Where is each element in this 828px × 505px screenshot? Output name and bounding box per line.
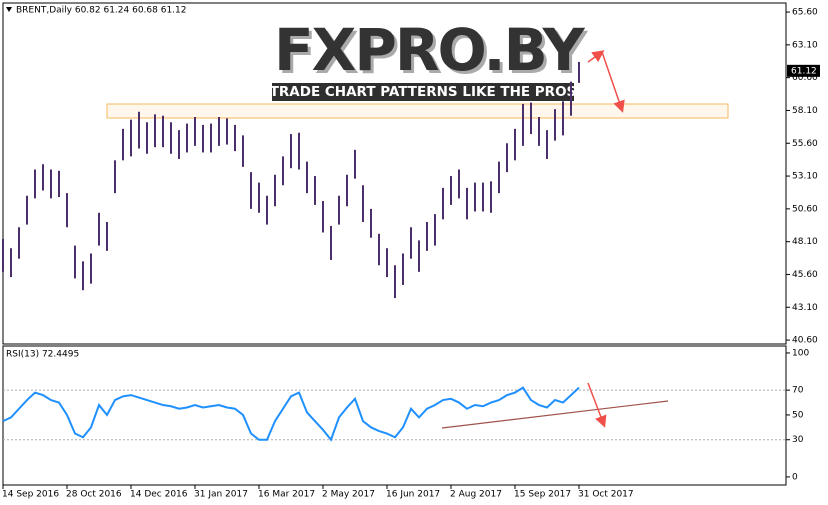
y-tick-label: 70 xyxy=(792,386,804,396)
y-tick-label: 45.60 xyxy=(792,270,818,280)
rsi-line xyxy=(2,386,580,442)
watermark: FXPRO.BY FXPRO.BY TRADE CHART PATTERNS L… xyxy=(270,16,591,101)
y-tick-label: 50.60 xyxy=(792,204,818,214)
menu-icon xyxy=(6,7,12,12)
last-price-box xyxy=(787,64,820,77)
x-tick-label: 16 Jun 2017 xyxy=(386,490,440,500)
x-tick-label: 2 May 2017 xyxy=(322,490,375,500)
y-tick-label: 65.60 xyxy=(792,8,818,18)
x-tick-label: 14 Dec 2016 xyxy=(130,490,188,500)
y-tick-label: 30 xyxy=(792,435,804,445)
resistance-zone xyxy=(106,103,729,119)
logo: FXPRO.BY xyxy=(274,16,586,84)
y-tick-label: 58.10 xyxy=(792,106,818,116)
y-tick-label: 48.10 xyxy=(792,237,818,247)
forecast-arrow xyxy=(601,51,625,113)
y-tick-label: 53.10 xyxy=(792,172,818,182)
x-tick-label: 16 Mar 2017 xyxy=(258,490,315,500)
y-tick-label: 55.60 xyxy=(792,139,818,149)
last-price-label: 61.12 xyxy=(791,66,817,76)
logo-shadow: FXPRO.BY xyxy=(277,19,589,87)
rsi-trendline xyxy=(441,400,669,429)
x-tick-label: 2 Aug 2017 xyxy=(450,490,502,500)
chart-title: BRENT,Daily 60.82 61.24 60.68 61.12 xyxy=(16,6,186,16)
rsi-title: RSI(13) 72.4495 xyxy=(6,350,79,360)
y-tick-label: 60.60 xyxy=(792,73,818,83)
price-panel xyxy=(2,2,787,345)
x-tick-label: 14 Sep 2016 xyxy=(2,490,59,500)
forecast-arrow xyxy=(587,382,607,428)
x-tick-label: 31 Jan 2017 xyxy=(194,490,248,500)
x-tick-label: 31 Oct 2017 xyxy=(578,490,634,500)
y-tick-label: 50 xyxy=(792,410,804,420)
y-tick-label: 40.60 xyxy=(792,336,818,346)
y-tick-label: 0 xyxy=(792,472,798,482)
x-tick-label: 28 Oct 2016 xyxy=(66,490,122,500)
forecast-arrow xyxy=(587,50,605,63)
y-tick-label: 43.10 xyxy=(792,303,818,313)
rsi-panel xyxy=(2,345,787,486)
tagline: TRADE CHART PATTERNS LIKE THE PROS xyxy=(270,84,577,100)
y-tick-label: 100 xyxy=(792,348,809,358)
tagline-bar xyxy=(272,83,574,101)
x-tick-label: 15 Sep 2017 xyxy=(514,490,571,500)
y-tick-label: 63.10 xyxy=(792,40,818,50)
